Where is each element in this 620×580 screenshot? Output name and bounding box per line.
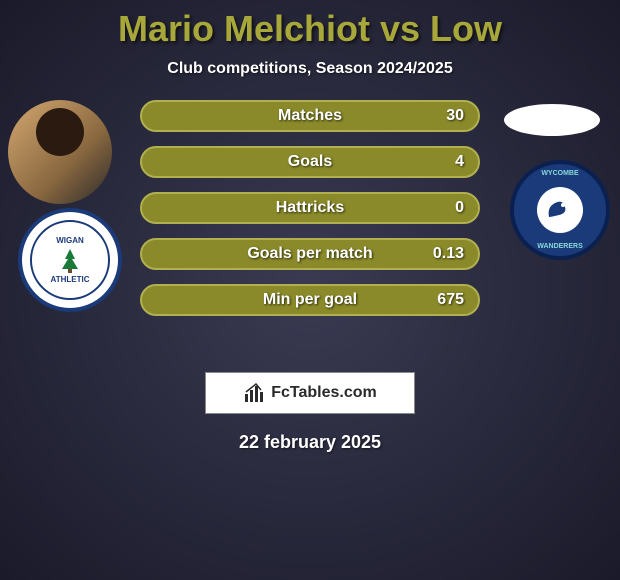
logo-text: FcTables.com [271, 384, 377, 402]
player-right-placeholder [504, 104, 600, 136]
date-label: 22 february 2025 [0, 432, 620, 453]
club-right-badge: WYCOMBE WANDERERS [510, 160, 610, 260]
stat-value-right: 4 [455, 153, 464, 171]
stat-row: Min per goal 675 [140, 284, 480, 316]
stat-row: Goals 4 [140, 146, 480, 178]
stat-row: Hattricks 0 [140, 192, 480, 224]
stat-label: Min per goal [263, 291, 357, 309]
stat-row: Goals per match 0.13 [140, 238, 480, 270]
stat-value-right: 0 [455, 199, 464, 217]
tree-icon [55, 245, 85, 275]
club-right-text-bottom: WANDERERS [537, 243, 583, 250]
comparison-content: WIGAN ATHLETIC WYCOMBE WANDERERS Matches… [0, 100, 620, 360]
stat-label: Matches [278, 107, 342, 125]
club-left-text-bottom: ATHLETIC [51, 275, 90, 284]
stat-row: Matches 30 [140, 100, 480, 132]
bar-chart-icon [243, 382, 265, 404]
player-left-photo [8, 100, 112, 204]
page-title: Mario Melchiot vs Low [0, 0, 620, 50]
stat-value-right: 30 [446, 107, 464, 125]
stat-label: Goals [288, 153, 332, 171]
stats-bars: Matches 30 Goals 4 Hattricks 0 Goals per… [140, 100, 480, 330]
subtitle: Club competitions, Season 2024/2025 [0, 60, 620, 78]
club-left-inner: WIGAN ATHLETIC [30, 220, 110, 300]
club-right-text-top: WYCOMBE [541, 170, 578, 177]
stat-label: Hattricks [276, 199, 344, 217]
swan-icon [537, 187, 583, 233]
fctables-logo[interactable]: FcTables.com [205, 372, 415, 414]
stat-value-right: 0.13 [433, 245, 464, 263]
stat-label: Goals per match [247, 245, 372, 263]
club-left-badge: WIGAN ATHLETIC [18, 208, 122, 312]
stat-value-right: 675 [437, 291, 464, 309]
club-left-text-top: WIGAN [56, 236, 84, 245]
